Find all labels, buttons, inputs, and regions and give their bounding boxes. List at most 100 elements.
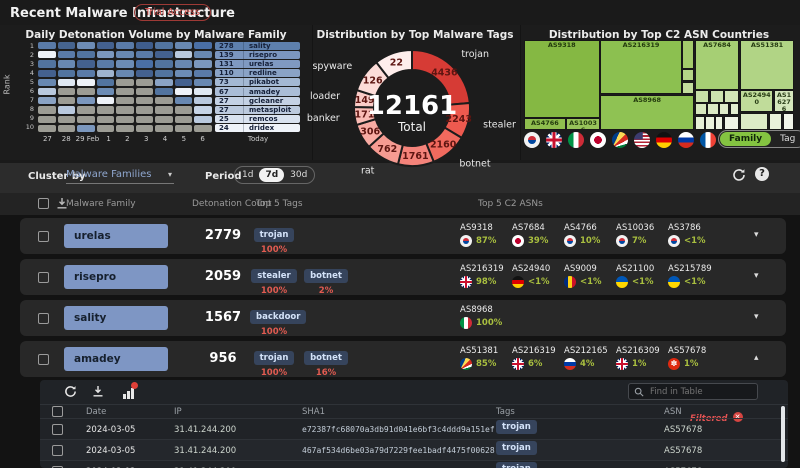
heatmap-cell[interactable]: [77, 115, 95, 123]
heatmap-cell[interactable]: [194, 87, 212, 96]
asn-label[interactable]: AS24940: [512, 264, 551, 274]
heatmap-cell[interactable]: [174, 124, 193, 132]
subrow-checkbox[interactable]: [52, 466, 63, 468]
subrow-checkbox[interactable]: [52, 424, 63, 435]
asn-label[interactable]: AS9318: [460, 223, 493, 233]
asn-label[interactable]: AS216309: [616, 346, 660, 356]
heatmap-cell[interactable]: [77, 87, 95, 96]
heatmap-cell[interactable]: [135, 78, 154, 86]
row-checkbox[interactable]: [38, 313, 49, 324]
heatmap-cell[interactable]: [96, 115, 115, 123]
subrow-asn[interactable]: AS57678: [664, 425, 703, 435]
subrow-sha1[interactable]: 467af534d6be03a79d7229fee1badf4475f00628: [302, 446, 495, 455]
treemap-cell-AS8968[interactable]: AS8968: [600, 94, 695, 130]
heatmap-cell[interactable]: [116, 78, 134, 86]
expand-chevron-icon[interactable]: ▾: [754, 271, 759, 281]
heatmap-cell[interactable]: [116, 124, 134, 132]
heatmap-cell[interactable]: [77, 106, 95, 114]
heatmap-cell[interactable]: [57, 97, 76, 105]
expand-chevron-icon[interactable]: ▾: [754, 230, 759, 240]
columns-filter-icon[interactable]: [122, 382, 138, 399]
asn-label[interactable]: AS216319: [512, 346, 556, 356]
heatmap-cell[interactable]: [174, 42, 193, 50]
heatmap-cell[interactable]: [38, 78, 56, 86]
heatmap-cell[interactable]: [155, 42, 173, 50]
heatmap-cell[interactable]: [116, 97, 134, 105]
heatmap-cell[interactable]: [174, 97, 193, 105]
tag-chip-trojan[interactable]: trojan: [496, 441, 537, 455]
subrow-checkbox[interactable]: [52, 445, 63, 456]
tag-chip-botnet[interactable]: botnet: [304, 351, 348, 365]
family-name-box[interactable]: amadey: [64, 347, 168, 371]
heatmap-cell[interactable]: [174, 69, 193, 77]
heatmap-cell[interactable]: [77, 51, 95, 59]
expand-chevron-icon[interactable]: ▾: [754, 312, 759, 322]
heatmap-cell[interactable]: [77, 69, 95, 77]
heatmap-cell[interactable]: [155, 78, 173, 86]
heatmap-cell[interactable]: [155, 51, 173, 59]
row-checkbox[interactable]: [38, 354, 49, 365]
treemap-cell[interactable]: [730, 103, 740, 116]
heatmap-cell[interactable]: [96, 106, 115, 114]
family-name-box[interactable]: sality: [64, 306, 168, 330]
heatmap-cell[interactable]: [57, 87, 76, 96]
heatmap-cell[interactable]: [57, 115, 76, 123]
tag-chip-botnet[interactable]: botnet: [304, 269, 348, 283]
heatmap-cell[interactable]: [38, 87, 56, 96]
asn-label[interactable]: AS9009: [564, 264, 597, 274]
tag-chip-trojan[interactable]: trojan: [253, 351, 295, 365]
heatmap-cell[interactable]: [135, 69, 154, 77]
treemap-cell-AS4766[interactable]: AS4766: [524, 118, 566, 130]
refresh-icon[interactable]: [732, 168, 746, 182]
toggle-family-button[interactable]: Family: [720, 132, 772, 146]
tag-chip-stealer[interactable]: stealer: [251, 269, 297, 283]
heatmap-cell[interactable]: [38, 115, 56, 123]
tag-chip-trojan[interactable]: trojan: [496, 462, 537, 468]
clear-filter-icon[interactable]: ✕: [732, 411, 743, 422]
asn-label[interactable]: AS10036: [616, 223, 655, 233]
heatmap-cell[interactable]: [155, 115, 173, 123]
heatmap-cell[interactable]: [135, 60, 154, 68]
heatmap-cell[interactable]: [174, 106, 193, 114]
heatmap-cell[interactable]: [174, 78, 193, 86]
heatmap-cell[interactable]: [155, 87, 173, 96]
heatmap-cell[interactable]: [57, 51, 76, 59]
treemap-cell-AS10036[interactable]: AS10036: [566, 118, 600, 130]
subrow-asn[interactable]: AS57678: [664, 446, 703, 456]
heatmap-cell[interactable]: [194, 69, 212, 77]
treemap-cell[interactable]: [694, 103, 707, 116]
heatmap-cell[interactable]: [174, 51, 193, 59]
treemap-cell-AS9318[interactable]: AS9318: [524, 40, 600, 118]
asn-label[interactable]: AS212165: [564, 346, 608, 356]
heatmap-cell[interactable]: [77, 42, 95, 50]
period-30d-button[interactable]: 30d: [290, 170, 308, 180]
heatmap-cell[interactable]: [96, 42, 115, 50]
family-name-box[interactable]: urelas: [64, 224, 168, 248]
heatmap-cell[interactable]: [96, 78, 115, 86]
heatmap-cell[interactable]: [174, 60, 193, 68]
heatmap-cell[interactable]: [194, 106, 212, 114]
heatmap-cell[interactable]: [135, 97, 154, 105]
heatmap-cell[interactable]: [194, 124, 212, 132]
heatmap-cell[interactable]: [116, 42, 134, 50]
treemap-cell[interactable]: [707, 103, 719, 116]
heatmap-cell[interactable]: [194, 51, 212, 59]
heatmap-cell[interactable]: [116, 69, 134, 77]
treemap-cell[interactable]: [740, 112, 769, 130]
asn-label[interactable]: AS3786: [668, 223, 701, 233]
tag-chip-trojan[interactable]: trojan: [253, 228, 295, 242]
treemap-cell[interactable]: [715, 115, 724, 130]
heatmap-cell[interactable]: [38, 124, 56, 132]
heatmap-cell[interactable]: [155, 97, 173, 105]
treemap-cell[interactable]: [710, 90, 724, 103]
heatmap-cell[interactable]: [57, 78, 76, 86]
subrow-sha1[interactable]: e72387fc68070a3db91d041e6bf3c4ddd9a151ef: [302, 425, 495, 434]
subrow-ip[interactable]: 31.41.244.200: [174, 425, 237, 435]
export-download-icon[interactable]: [56, 197, 68, 210]
heatmap-cell[interactable]: [38, 97, 56, 105]
heatmap-cell[interactable]: [77, 124, 95, 132]
help-icon[interactable]: ?: [755, 167, 769, 181]
heatmap-cell[interactable]: [38, 106, 56, 114]
asn-label[interactable]: AS21100: [616, 264, 655, 274]
heatmap-cell[interactable]: [155, 124, 173, 132]
